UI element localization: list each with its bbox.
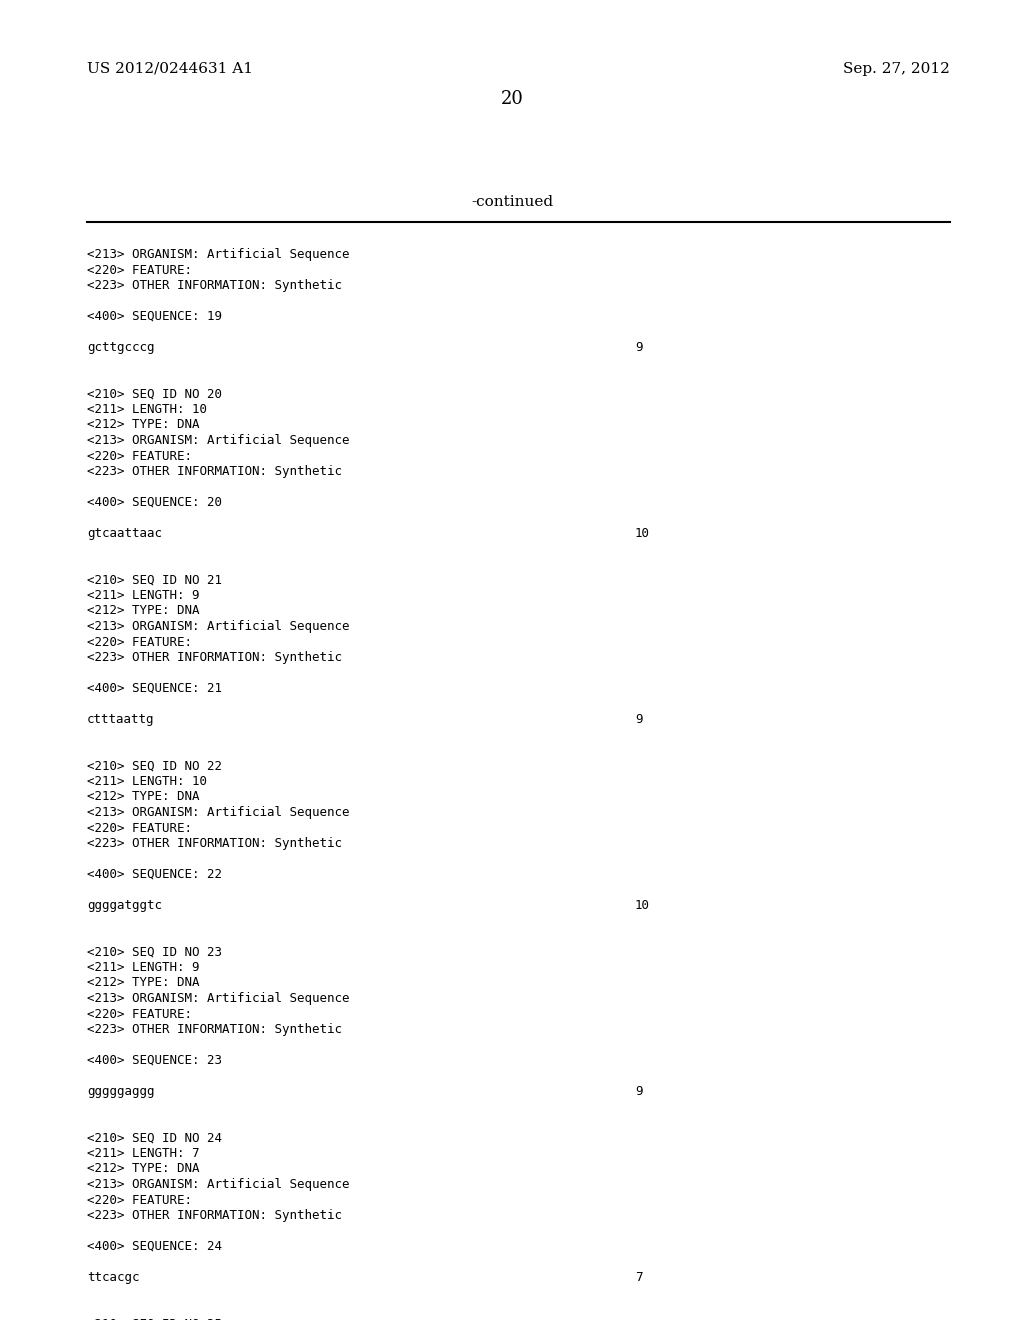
Text: ctttaattg: ctttaattg: [87, 713, 155, 726]
Text: <210> SEQ ID NO 23: <210> SEQ ID NO 23: [87, 945, 222, 958]
Text: 10: 10: [635, 899, 650, 912]
Text: <223> OTHER INFORMATION: Synthetic: <223> OTHER INFORMATION: Synthetic: [87, 1023, 342, 1036]
Text: <220> FEATURE:: <220> FEATURE:: [87, 1007, 193, 1020]
Text: <400> SEQUENCE: 22: <400> SEQUENCE: 22: [87, 869, 222, 880]
Text: 20: 20: [501, 90, 523, 108]
Text: <212> TYPE: DNA: <212> TYPE: DNA: [87, 791, 200, 804]
Text: <220> FEATURE:: <220> FEATURE:: [87, 821, 193, 834]
Text: <400> SEQUENCE: 24: <400> SEQUENCE: 24: [87, 1239, 222, 1253]
Text: <223> OTHER INFORMATION: Synthetic: <223> OTHER INFORMATION: Synthetic: [87, 651, 342, 664]
Text: <213> ORGANISM: Artificial Sequence: <213> ORGANISM: Artificial Sequence: [87, 248, 349, 261]
Text: 9: 9: [635, 341, 642, 354]
Text: <220> FEATURE:: <220> FEATURE:: [87, 1193, 193, 1206]
Text: gggggaggg: gggggaggg: [87, 1085, 155, 1098]
Text: <213> ORGANISM: Artificial Sequence: <213> ORGANISM: Artificial Sequence: [87, 620, 349, 634]
Text: <400> SEQUENCE: 20: <400> SEQUENCE: 20: [87, 496, 222, 510]
Text: <400> SEQUENCE: 19: <400> SEQUENCE: 19: [87, 310, 222, 323]
Text: <223> OTHER INFORMATION: Synthetic: <223> OTHER INFORMATION: Synthetic: [87, 279, 342, 292]
Text: <210> SEQ ID NO 22: <210> SEQ ID NO 22: [87, 759, 222, 772]
Text: <213> ORGANISM: Artificial Sequence: <213> ORGANISM: Artificial Sequence: [87, 1177, 349, 1191]
Text: <212> TYPE: DNA: <212> TYPE: DNA: [87, 605, 200, 618]
Text: ggggatggtc: ggggatggtc: [87, 899, 162, 912]
Text: <223> OTHER INFORMATION: Synthetic: <223> OTHER INFORMATION: Synthetic: [87, 1209, 342, 1222]
Text: gcttgcccg: gcttgcccg: [87, 341, 155, 354]
Text: <223> OTHER INFORMATION: Synthetic: <223> OTHER INFORMATION: Synthetic: [87, 837, 342, 850]
Text: 7: 7: [635, 1271, 642, 1284]
Text: 9: 9: [635, 1085, 642, 1098]
Text: US 2012/0244631 A1: US 2012/0244631 A1: [87, 62, 253, 77]
Text: <223> OTHER INFORMATION: Synthetic: <223> OTHER INFORMATION: Synthetic: [87, 465, 342, 478]
Text: <212> TYPE: DNA: <212> TYPE: DNA: [87, 1163, 200, 1176]
Text: <212> TYPE: DNA: <212> TYPE: DNA: [87, 977, 200, 990]
Text: <211> LENGTH: 10: <211> LENGTH: 10: [87, 403, 207, 416]
Text: ttcacgc: ttcacgc: [87, 1271, 139, 1284]
Text: <220> FEATURE:: <220> FEATURE:: [87, 450, 193, 462]
Text: 10: 10: [635, 527, 650, 540]
Text: <213> ORGANISM: Artificial Sequence: <213> ORGANISM: Artificial Sequence: [87, 434, 349, 447]
Text: <213> ORGANISM: Artificial Sequence: <213> ORGANISM: Artificial Sequence: [87, 807, 349, 818]
Text: gtcaattaac: gtcaattaac: [87, 527, 162, 540]
Text: -continued: -continued: [471, 195, 553, 209]
Text: <210> SEQ ID NO 20: <210> SEQ ID NO 20: [87, 388, 222, 400]
Text: <210> SEQ ID NO 25: <210> SEQ ID NO 25: [87, 1317, 222, 1320]
Text: 9: 9: [635, 713, 642, 726]
Text: <210> SEQ ID NO 21: <210> SEQ ID NO 21: [87, 573, 222, 586]
Text: <213> ORGANISM: Artificial Sequence: <213> ORGANISM: Artificial Sequence: [87, 993, 349, 1005]
Text: <211> LENGTH: 10: <211> LENGTH: 10: [87, 775, 207, 788]
Text: <211> LENGTH: 7: <211> LENGTH: 7: [87, 1147, 200, 1160]
Text: <220> FEATURE:: <220> FEATURE:: [87, 264, 193, 276]
Text: <211> LENGTH: 9: <211> LENGTH: 9: [87, 961, 200, 974]
Text: <400> SEQUENCE: 23: <400> SEQUENCE: 23: [87, 1053, 222, 1067]
Text: <211> LENGTH: 9: <211> LENGTH: 9: [87, 589, 200, 602]
Text: <220> FEATURE:: <220> FEATURE:: [87, 635, 193, 648]
Text: <400> SEQUENCE: 21: <400> SEQUENCE: 21: [87, 682, 222, 696]
Text: Sep. 27, 2012: Sep. 27, 2012: [843, 62, 950, 77]
Text: <212> TYPE: DNA: <212> TYPE: DNA: [87, 418, 200, 432]
Text: <210> SEQ ID NO 24: <210> SEQ ID NO 24: [87, 1131, 222, 1144]
